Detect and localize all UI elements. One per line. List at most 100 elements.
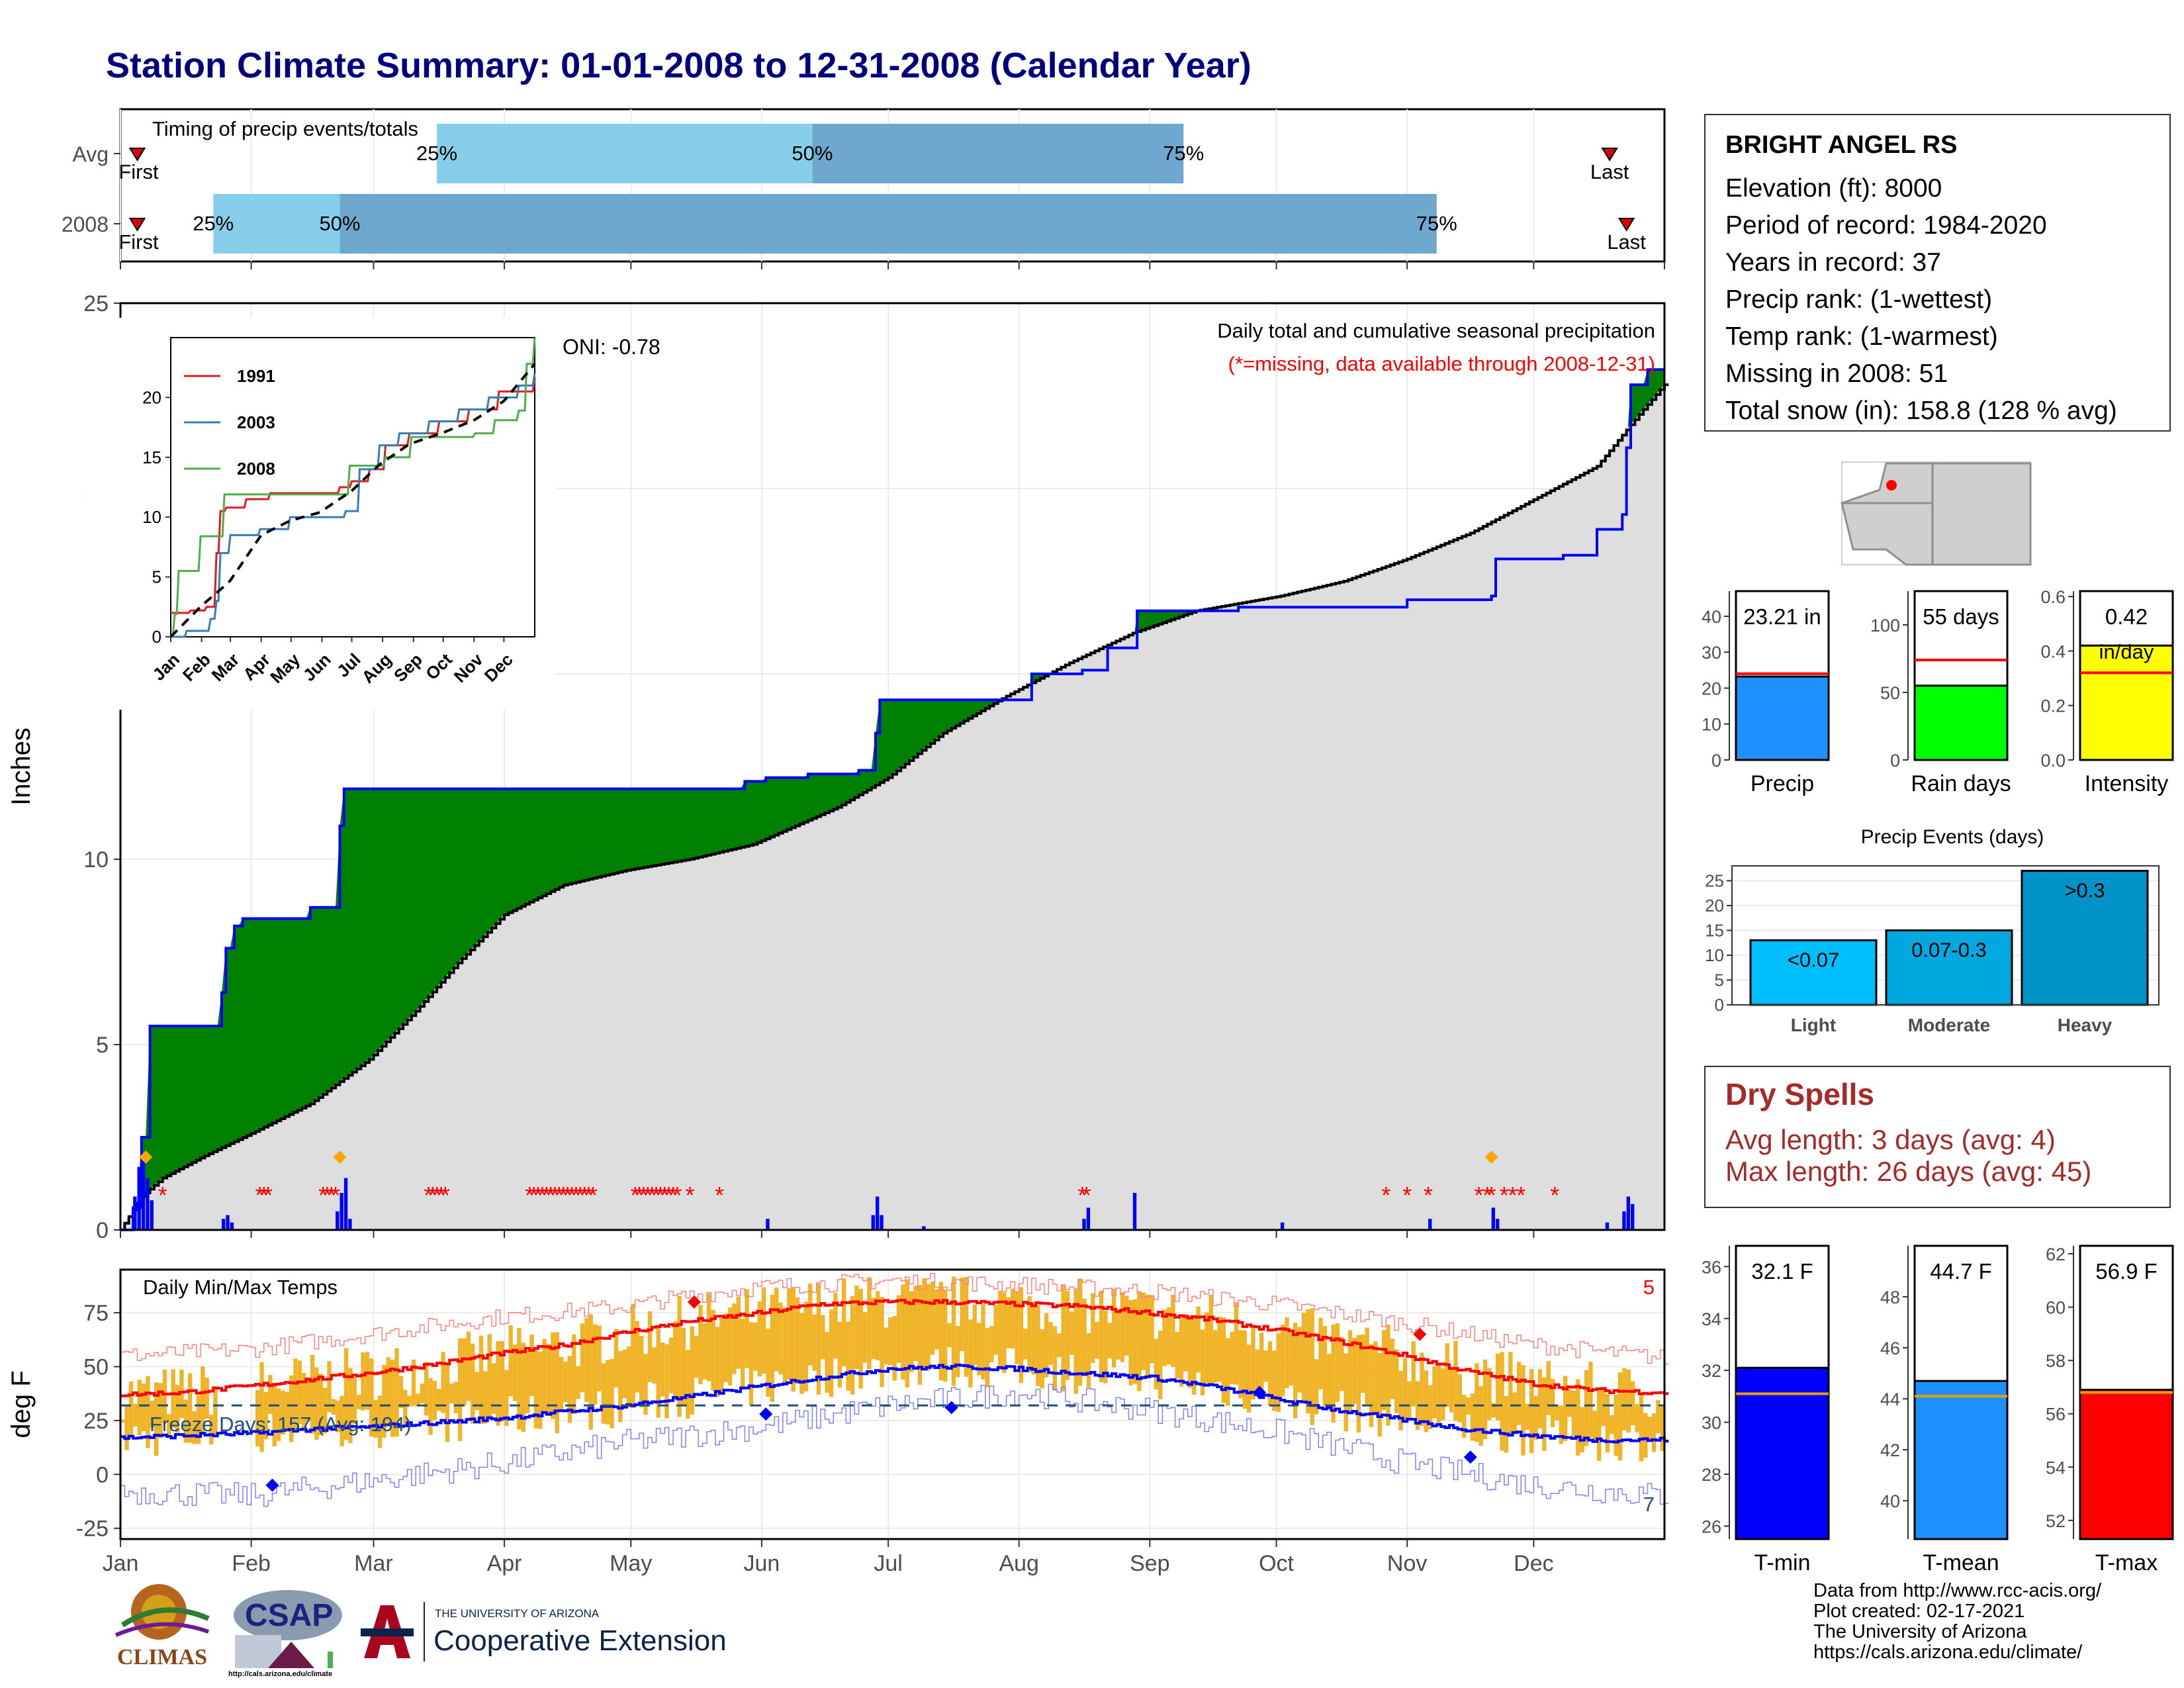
daily-temp-bar <box>816 1284 821 1395</box>
daily-temp-bar <box>449 1383 454 1404</box>
precip-events-bar <box>1749 939 1878 1006</box>
daily-temp-bar <box>572 1334 576 1415</box>
daily-temp-bar <box>386 1357 390 1427</box>
daily-temp-bar <box>1166 1307 1171 1365</box>
station-years: Years in record: 37 <box>1725 248 1941 277</box>
rain-days-name-label: Rain days <box>1911 771 2011 796</box>
daily-temp-bar <box>491 1363 496 1414</box>
footer-line: The University of Arizona <box>1813 1621 2027 1642</box>
station-total-snow: Total snow (in): 158.8 (128 % avg) <box>1725 397 2117 425</box>
tmin-tick-label: 26 <box>1702 1517 1721 1536</box>
daily-temp-bar <box>803 1301 809 1392</box>
intensity-value-unit: in/day <box>2099 640 2154 663</box>
daily-temp-bar <box>1525 1403 1530 1430</box>
record-low-marker <box>1253 1385 1267 1399</box>
daily-temp-bar <box>343 1348 349 1440</box>
daily-temp-bar <box>951 1276 956 1386</box>
daily-temp-bar <box>1091 1293 1095 1363</box>
daily-temp-bar <box>1340 1336 1344 1391</box>
daily-temp-bar <box>1259 1333 1264 1398</box>
missing-day-marker: * <box>656 1182 665 1209</box>
daily-temp-bar <box>390 1360 395 1437</box>
daily-temp-bar <box>403 1389 408 1425</box>
daily-temp-bar <box>584 1317 589 1402</box>
tmean-value-label: 44.7 F <box>1930 1259 1992 1284</box>
tmin-tick-label: 36 <box>1702 1257 1721 1277</box>
daily-temp-bar <box>610 1358 614 1429</box>
missing-day-marker: * <box>533 1182 543 1209</box>
intensity-name-label: Intensity <box>2085 771 2169 796</box>
tmax-tick-label: 52 <box>2046 1511 2066 1531</box>
daily-temp-bar <box>686 1350 690 1419</box>
precip-events-tick-label: 10 <box>1705 945 1724 965</box>
daily-temp-bar <box>727 1307 733 1385</box>
daily-precip-bar <box>1280 1222 1285 1230</box>
daily-temp-bar <box>483 1371 488 1424</box>
missing-day-marker: * <box>571 1182 580 1209</box>
daily-temp-bar <box>1352 1338 1357 1404</box>
daily-temp-bar <box>1445 1343 1449 1407</box>
precip-events-category-label: Light <box>1791 1015 1836 1035</box>
daily-temp-bar <box>1622 1368 1627 1430</box>
average-cumulative-fill <box>120 385 1664 1231</box>
intensity-tick-label: 0.2 <box>2040 696 2066 716</box>
dry-spells-avg: Avg length: 3 days (avg: 4) <box>1725 1124 2056 1155</box>
missing-day-marker: * <box>1077 1182 1087 1209</box>
daily-temp-bar <box>1386 1325 1390 1426</box>
daily-temp-bar <box>318 1374 323 1436</box>
missing-day-marker: * <box>567 1182 576 1209</box>
daily-temp-bar <box>432 1380 437 1420</box>
climas-wordmark: CLIMAS <box>116 1645 208 1669</box>
missing-day-marker: * <box>546 1182 555 1209</box>
last-event-marker <box>1601 148 1618 162</box>
missing-day-marker: * <box>551 1182 560 1209</box>
daily-temp-bar <box>1361 1335 1365 1393</box>
snow-marker <box>1484 1150 1498 1164</box>
average-max-line <box>120 1299 1669 1397</box>
daily-temp-bar <box>462 1338 467 1405</box>
rain-days-value-label: 55 days <box>1923 604 1999 629</box>
daily-temp-bar <box>635 1321 640 1393</box>
daily-temp-bar <box>850 1295 855 1395</box>
daily-temp-bar <box>382 1364 387 1438</box>
daily-temp-bar <box>487 1334 492 1417</box>
daily-temp-bar <box>1432 1366 1437 1419</box>
daily-temp-bar <box>808 1284 813 1366</box>
daily-temp-bar <box>424 1362 429 1416</box>
precip-events-tick-label: 20 <box>1705 896 1724 915</box>
daily-temp-bar <box>1626 1369 1631 1433</box>
record-low-marker <box>265 1478 279 1492</box>
daily-temp-bar <box>719 1318 724 1393</box>
daily-temp-bar <box>179 1369 184 1419</box>
daily-temp-bar <box>846 1321 850 1391</box>
temp-y-tick-label: 50 <box>83 1355 109 1380</box>
daily-precip-bar <box>1622 1211 1626 1230</box>
daily-temp-bar <box>1420 1352 1424 1426</box>
daily-temp-bar <box>1145 1294 1150 1379</box>
daily-temp-bar <box>369 1358 374 1437</box>
daily-temp-bar <box>1529 1369 1534 1453</box>
daily-temp-bar <box>183 1399 188 1443</box>
record-low-marker <box>944 1401 958 1415</box>
missing-day-marker: * <box>631 1182 640 1209</box>
daily-temp-bar <box>1179 1318 1184 1387</box>
daily-precip-bar <box>1605 1222 1610 1230</box>
daily-temp-bar <box>1128 1300 1133 1385</box>
inset-legend-label: 1991 <box>237 366 275 386</box>
daily-temp-bar <box>1508 1352 1513 1434</box>
daily-temp-bar <box>1124 1295 1129 1356</box>
month-axis-label: Dec <box>1514 1551 1553 1576</box>
daily-temp-bar <box>1559 1405 1564 1444</box>
daily-temp-bar <box>778 1302 783 1375</box>
daily-temp-bar <box>1285 1317 1289 1389</box>
average-min-line <box>120 1363 1669 1444</box>
inset-y-tick-label: 5 <box>152 567 161 587</box>
precip-events-tick-label: 5 <box>1715 970 1724 990</box>
daily-temp-bar <box>1546 1361 1551 1415</box>
daily-temp-bar <box>913 1286 918 1361</box>
daily-temp-bar <box>377 1395 383 1448</box>
daily-temp-bar <box>1462 1395 1467 1438</box>
daily-temp-bar <box>567 1356 572 1423</box>
intensity-value-label: 0.42 <box>2105 604 2148 629</box>
